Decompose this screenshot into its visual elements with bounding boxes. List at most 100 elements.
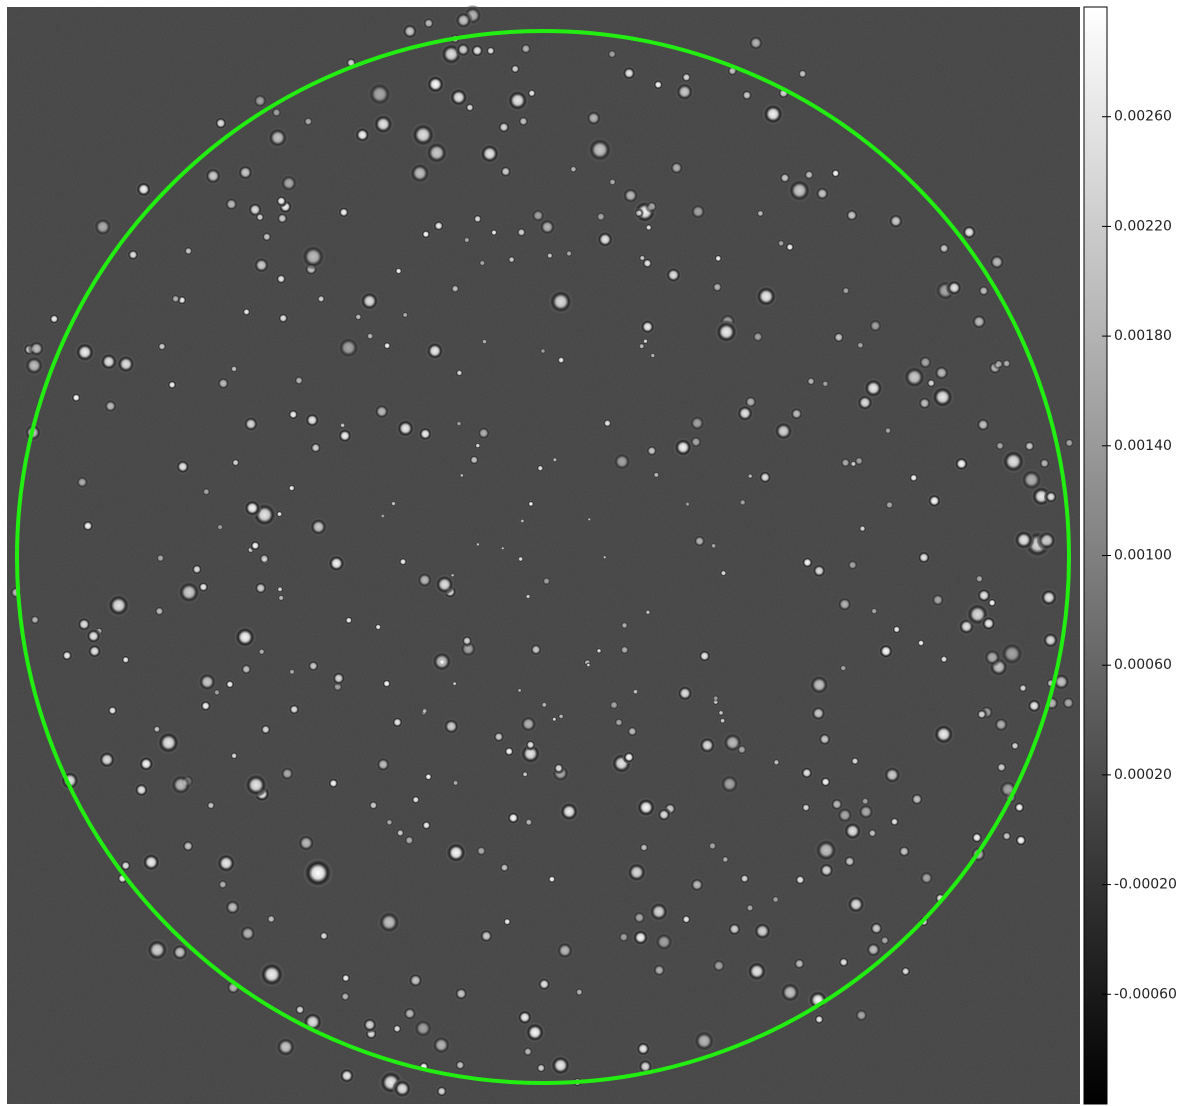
source xyxy=(515,226,528,239)
source xyxy=(751,330,765,344)
source xyxy=(181,839,196,854)
source xyxy=(265,913,277,925)
source xyxy=(287,408,300,421)
source xyxy=(817,861,836,879)
source xyxy=(338,421,347,430)
source xyxy=(1012,800,1026,815)
source xyxy=(391,715,404,729)
source xyxy=(745,960,769,983)
source xyxy=(126,248,140,262)
source xyxy=(970,830,984,845)
source xyxy=(239,662,253,676)
source xyxy=(917,395,933,411)
source xyxy=(611,451,633,472)
source xyxy=(558,800,580,823)
source xyxy=(315,293,327,305)
source xyxy=(524,592,532,601)
source xyxy=(817,731,833,747)
colorbar-tick-label: -0.00060 xyxy=(1114,986,1177,1002)
source xyxy=(398,556,408,567)
source xyxy=(535,1062,548,1074)
source xyxy=(540,700,549,710)
source xyxy=(230,457,241,468)
source xyxy=(433,573,456,596)
source xyxy=(706,840,719,852)
source xyxy=(472,213,484,225)
source xyxy=(638,253,647,263)
source xyxy=(842,854,857,869)
source xyxy=(509,63,522,75)
source xyxy=(719,568,728,578)
source xyxy=(697,648,712,664)
source xyxy=(710,280,724,294)
source xyxy=(339,990,352,1003)
source xyxy=(343,615,354,626)
source xyxy=(770,894,781,905)
source xyxy=(586,136,614,164)
source xyxy=(174,458,191,475)
source xyxy=(454,368,465,378)
source xyxy=(747,34,765,52)
source xyxy=(475,541,481,548)
source xyxy=(337,205,351,219)
source xyxy=(430,1034,452,1056)
source xyxy=(800,802,812,814)
source xyxy=(645,444,659,458)
source xyxy=(243,772,269,798)
source xyxy=(735,403,755,423)
source xyxy=(857,524,868,534)
source xyxy=(516,555,525,563)
source xyxy=(238,923,258,943)
source xyxy=(410,794,421,805)
source xyxy=(275,211,290,226)
source xyxy=(384,817,395,827)
source xyxy=(840,285,852,296)
source xyxy=(862,377,885,400)
source xyxy=(633,207,644,219)
source xyxy=(252,256,271,275)
source xyxy=(435,1084,449,1099)
source xyxy=(478,928,495,944)
source xyxy=(141,852,162,873)
source xyxy=(994,440,1006,452)
source xyxy=(115,353,137,375)
source xyxy=(718,773,741,795)
source xyxy=(844,207,860,223)
source xyxy=(156,341,168,352)
source xyxy=(652,470,661,480)
source xyxy=(884,499,895,511)
source xyxy=(945,279,964,297)
source xyxy=(547,288,574,315)
source xyxy=(933,891,947,905)
source xyxy=(120,654,131,665)
source xyxy=(76,616,93,633)
source xyxy=(306,659,320,673)
source xyxy=(896,844,912,859)
source xyxy=(717,708,725,717)
source xyxy=(676,684,694,703)
source xyxy=(1009,740,1021,752)
source xyxy=(882,765,903,785)
source xyxy=(135,180,153,198)
source xyxy=(647,900,670,923)
source xyxy=(326,553,347,574)
bright-source xyxy=(302,857,334,889)
source xyxy=(813,1013,826,1026)
source xyxy=(805,375,817,387)
source xyxy=(395,418,416,439)
source xyxy=(856,802,876,821)
source xyxy=(182,245,194,257)
source xyxy=(469,43,485,59)
source xyxy=(119,859,133,873)
source xyxy=(274,1035,297,1059)
source xyxy=(937,241,951,256)
source xyxy=(688,414,706,432)
source xyxy=(259,723,273,736)
source xyxy=(412,1017,434,1039)
source xyxy=(145,937,170,963)
source xyxy=(464,101,476,114)
source xyxy=(242,498,262,518)
source xyxy=(668,159,685,176)
source xyxy=(651,962,667,978)
source xyxy=(474,844,488,858)
